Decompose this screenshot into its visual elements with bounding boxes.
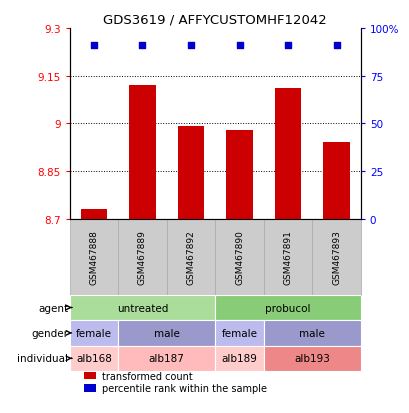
Text: male: male [153,328,179,338]
Bar [263,219,312,295]
Text: percentile rank within the sample: percentile rank within the sample [101,383,266,393]
Bar [70,346,118,371]
Point [284,43,291,49]
Bar [215,320,263,346]
Bar [84,372,96,380]
Bar [215,295,360,320]
Text: individual: individual [17,354,68,363]
Text: probucol: probucol [265,303,310,313]
Bar [118,320,215,346]
Text: GSM467891: GSM467891 [283,230,292,285]
Bar [177,127,204,219]
Text: transformed count: transformed count [101,371,192,381]
Text: GSM467888: GSM467888 [89,230,98,285]
Text: alb189: alb189 [221,354,257,363]
Bar [215,219,263,295]
Text: GSM467893: GSM467893 [331,230,340,285]
Text: gender: gender [31,328,68,338]
Point [90,43,97,49]
Text: untreated: untreated [117,303,168,313]
Bar [118,219,166,295]
Point [139,43,146,49]
Bar [274,89,301,219]
Bar [70,295,215,320]
Text: agent: agent [38,303,68,313]
Bar [129,86,155,219]
Text: alb193: alb193 [294,354,329,363]
Bar [166,219,215,295]
Text: male: male [299,328,324,338]
Text: GSM467892: GSM467892 [186,230,195,285]
Text: alb187: alb187 [148,354,184,363]
Text: GSM467889: GSM467889 [138,230,146,285]
Bar [263,346,360,371]
Text: female: female [76,328,112,338]
Text: female: female [221,328,257,338]
Bar [322,143,349,219]
Title: GDS3619 / AFFYCUSTOMHF12042: GDS3619 / AFFYCUSTOMHF12042 [103,13,326,26]
Bar [215,346,263,371]
Point [187,43,194,49]
Bar [118,346,215,371]
Bar [263,320,360,346]
Point [236,43,242,49]
Bar [312,219,360,295]
Bar [70,219,118,295]
Bar [84,385,96,392]
Bar [226,131,252,219]
Point [333,43,339,49]
Text: alb168: alb168 [76,354,112,363]
Bar [81,209,107,219]
Bar [70,320,118,346]
Text: GSM467890: GSM467890 [234,230,243,285]
